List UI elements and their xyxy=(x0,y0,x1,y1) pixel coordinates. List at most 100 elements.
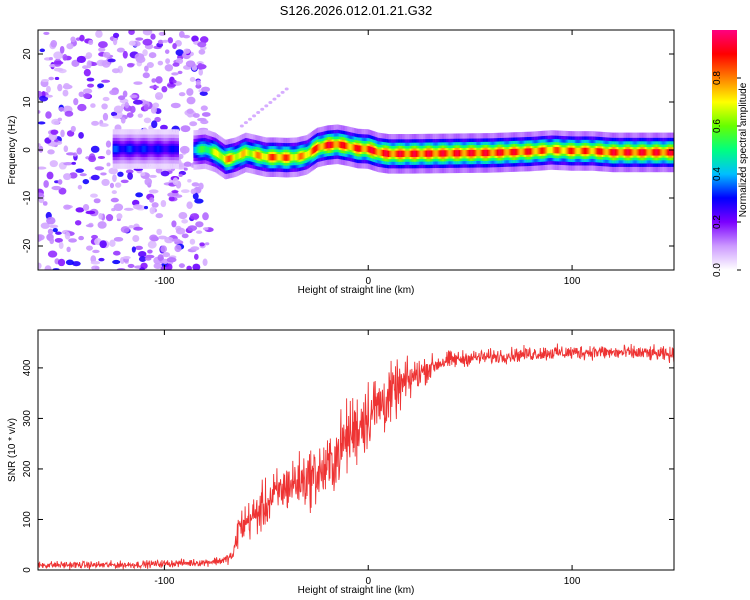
spectrogram-noise-blob xyxy=(54,76,60,81)
spectrogram-ridge-cell xyxy=(392,150,395,158)
spectrogram-noise-blob xyxy=(149,234,158,242)
spectrogram-noise-blob xyxy=(60,129,65,138)
spectrogram-noise-blob xyxy=(135,192,143,198)
spectrogram-noise-blob xyxy=(155,167,163,174)
spectrogram-noise-blob xyxy=(195,79,201,86)
spectrogram-noise-blob xyxy=(101,79,111,83)
spectrogram-ridge-cell xyxy=(512,148,515,156)
spectrogram-noise-blob xyxy=(187,178,192,183)
spectrogram-noise-blob xyxy=(97,83,105,89)
spectrogram-ridge-cell xyxy=(337,141,340,148)
spectrogram-ridge-cell xyxy=(542,147,544,154)
spectrogram-ridge-cell xyxy=(614,149,616,156)
spectrogram-ridge-cell xyxy=(129,145,132,153)
spectrogram-noise-blob xyxy=(38,95,49,102)
spectrogram-ridge-cell xyxy=(528,148,530,155)
spectrogram-noise-blob xyxy=(66,43,74,50)
spectrogram-noise-blob xyxy=(149,174,157,178)
spectrogram-noise-blob xyxy=(63,145,69,153)
spectrogram-ridge-cell xyxy=(668,149,670,156)
spectrogram-ridge-cell xyxy=(616,149,619,156)
spectrogram-noise-blob xyxy=(160,266,167,270)
spectrogram-noise-blob xyxy=(71,261,81,267)
spectrogram-ridge-cell xyxy=(649,149,652,156)
spectrogram-ridge-cell xyxy=(527,148,529,155)
spectrogram-ridge-cell xyxy=(271,154,274,161)
spectrogram-ridge-cell xyxy=(405,150,407,158)
spectrogram-ridge-cell xyxy=(529,148,532,155)
spectrogram-ridge-cell xyxy=(532,148,534,155)
spectrogram-ridge-cell xyxy=(145,145,148,153)
spectrogram-noise-blob xyxy=(38,143,41,147)
spectrogram-ridge-cell xyxy=(330,141,332,149)
spectrogram-ridge-cell xyxy=(126,145,128,153)
spectrogram-x-tick-label: 0 xyxy=(365,276,371,287)
spectrogram-noise-blob xyxy=(57,83,63,92)
spectrogram-noise-blob xyxy=(120,226,130,233)
spectrogram-ridge-cell xyxy=(387,150,390,158)
spectrogram-noise-blob xyxy=(105,140,112,148)
spectrogram-noise-blob xyxy=(128,30,135,35)
spectrogram-ridge-cell xyxy=(303,152,305,159)
spectrogram-ridge-cell xyxy=(343,142,346,149)
spectrogram-ridge-cell xyxy=(630,149,632,156)
spectrogram-noise-blob xyxy=(132,99,143,105)
spectrogram-noise-blob xyxy=(85,245,93,251)
spectrogram-ridge-cell xyxy=(479,149,482,157)
spectrogram-noise-blob xyxy=(108,167,119,175)
snr-panel: -100 0 100 0 100 200 300 400 Height of straight… xyxy=(7,329,675,596)
spectrogram-noise-blob xyxy=(178,153,184,160)
spectrogram-noise-blob xyxy=(204,242,210,246)
spectrogram-noise-blob xyxy=(202,212,209,221)
spectrogram-ridge-cell xyxy=(420,150,423,157)
spectrogram-ridge-cell xyxy=(570,147,572,155)
spectrogram-ridge-cell xyxy=(672,149,674,156)
spectrogram-ridge-cell xyxy=(597,148,599,155)
spectrogram-ridge-cell xyxy=(127,145,129,153)
spectrogram-ridge-cell xyxy=(544,147,546,154)
spectrogram-noise-blob xyxy=(156,228,163,236)
spectrogram-ridge-cell xyxy=(557,147,560,154)
spectrogram-ridge-cell xyxy=(458,150,461,157)
spectrogram-ridge-cell xyxy=(397,150,400,158)
spectrogram-ridge-cell xyxy=(350,143,352,150)
spectrogram-ridge-cell xyxy=(115,145,117,153)
spectrogram-ridge-cell xyxy=(622,149,625,156)
spectrogram-noise-blob xyxy=(112,115,122,119)
spectrogram-data xyxy=(38,30,674,270)
spectrogram-noise-blob xyxy=(85,210,96,215)
spectrogram-ridge-cell xyxy=(575,147,577,155)
spectrogram-ridge-cell xyxy=(507,149,510,156)
spectrogram-noise-blob xyxy=(160,199,167,208)
spectrogram-ridge-cell xyxy=(167,145,170,153)
spectrogram-ridge-cell xyxy=(227,155,230,163)
spectrogram-noise-blob xyxy=(165,263,173,270)
spectrogram-ridge-cell xyxy=(327,141,330,149)
spectrogram-noise-blob xyxy=(79,34,85,42)
spectrogram-noise-blob xyxy=(148,52,157,59)
spectrogram-ridge-cell xyxy=(137,145,139,153)
spectrogram-ridge-cell xyxy=(665,149,667,156)
spectrogram-noise-blob xyxy=(68,238,77,243)
spectrogram-ridge-cell xyxy=(305,151,308,159)
spectrogram-ridge-cell xyxy=(551,146,554,154)
spectrogram-ridge-cell xyxy=(329,141,331,149)
spectrogram-noise-blob xyxy=(45,85,51,93)
spectrogram-noise-blob xyxy=(148,189,159,194)
spectrogram-ridge-cell xyxy=(484,149,486,157)
snr-x-tick-label: 0 xyxy=(365,576,371,587)
spectrogram-noise-blob xyxy=(109,182,115,189)
spectrogram-ridge-cell xyxy=(118,145,121,153)
spectrogram-ridge-cell xyxy=(254,151,256,158)
spectrogram-x-tick-label: 100 xyxy=(564,276,581,287)
spectrogram-ridge-cell xyxy=(138,145,140,153)
spectrogram-ridge-cell xyxy=(433,150,435,157)
spectrogram-ridge-cell xyxy=(146,145,149,153)
spectrogram-noise-blob xyxy=(94,166,105,171)
spectrogram-noise-blob xyxy=(186,88,194,96)
spectrogram-noise-blob xyxy=(102,51,111,58)
spectrogram-ridge-cell xyxy=(450,150,452,157)
spectrogram-noise-blob xyxy=(192,263,201,270)
spectrogram-ridge-cell xyxy=(367,145,369,153)
spectrogram-noise-blob xyxy=(175,49,184,56)
